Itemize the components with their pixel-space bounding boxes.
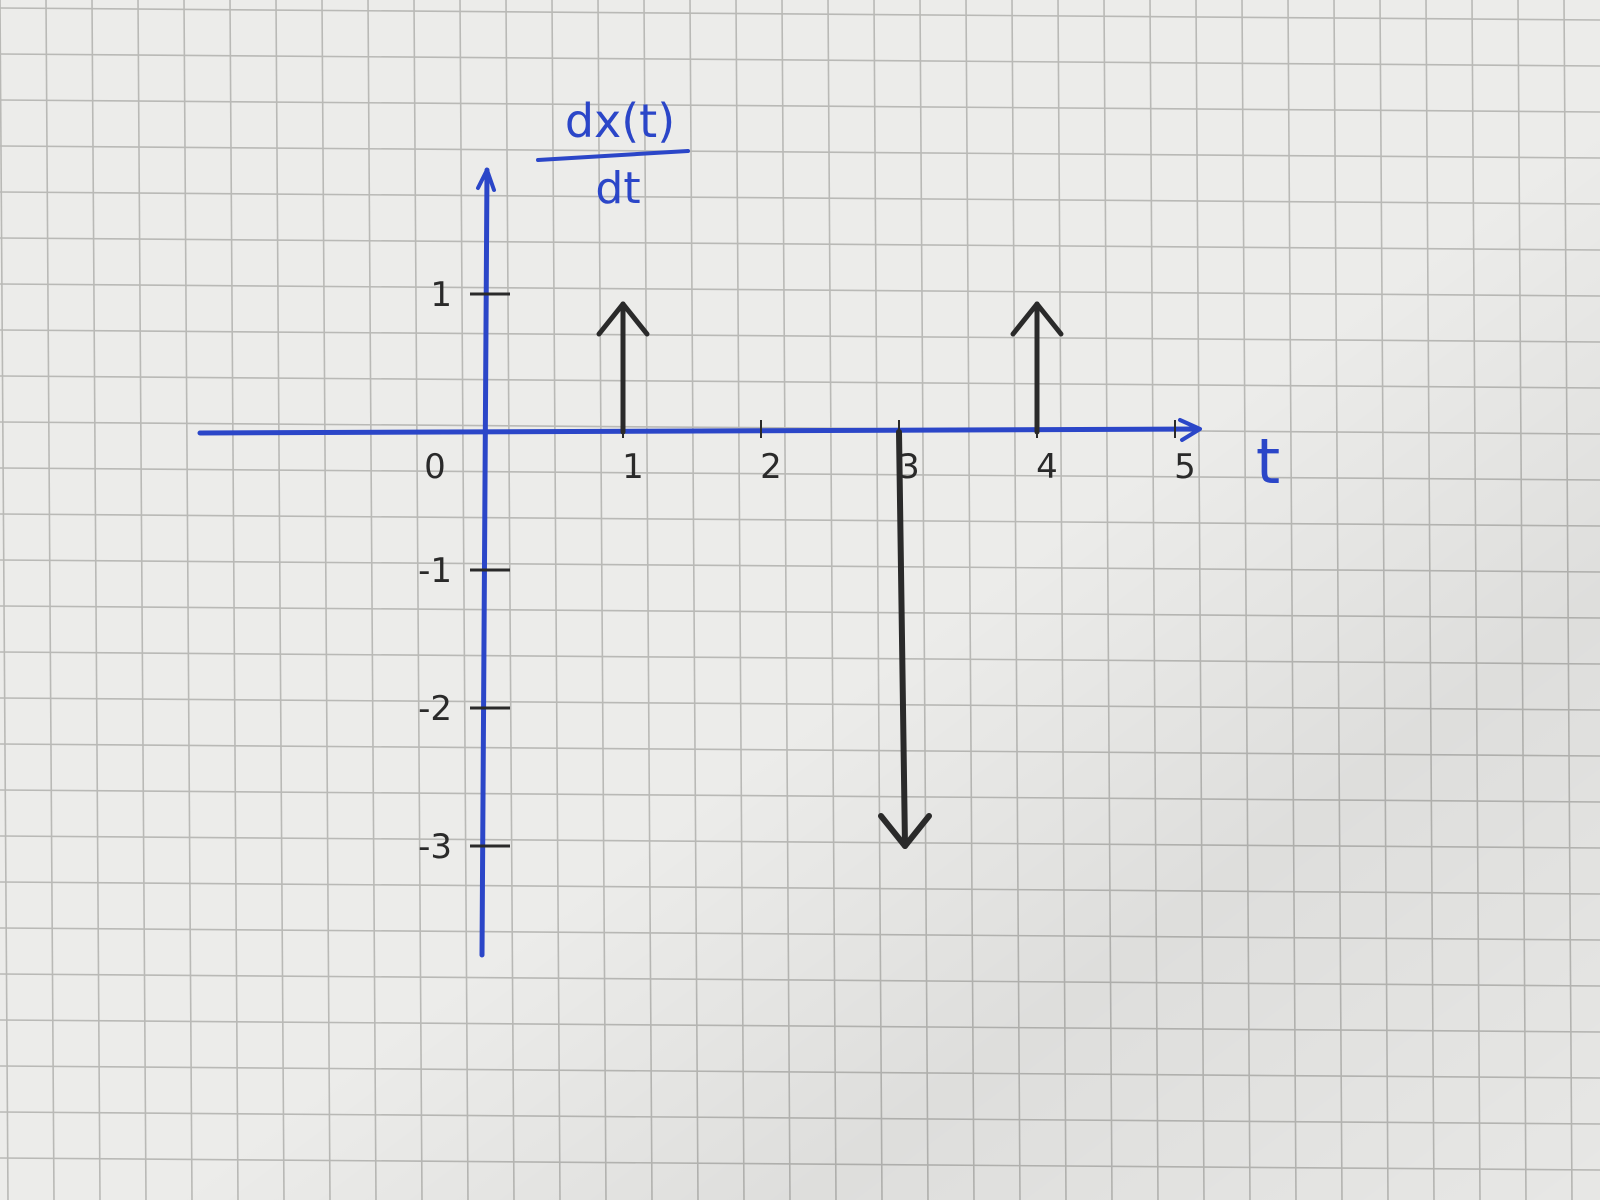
impulse-arrowhead	[1010, 301, 1064, 337]
impulse-arrowhead	[878, 813, 932, 849]
impulses	[596, 301, 1064, 849]
axes	[197, 167, 1202, 958]
x-tick-label: 5	[1174, 447, 1196, 487]
x-tick-label: 0	[424, 447, 446, 487]
y-tick-label: -1	[418, 551, 452, 591]
y-axis-label: dx(t) dt	[536, 94, 690, 214]
y-axis-label-denominator: dt	[595, 163, 640, 214]
impulse-arrowhead	[596, 301, 650, 337]
x-tick-label: 2	[760, 447, 782, 487]
y-tick-label: -2	[418, 689, 452, 729]
y-axis-label-numerator: dx(t)	[565, 94, 675, 148]
impulse-stem	[896, 429, 908, 849]
x-tick-label: 3	[898, 447, 920, 487]
y-axis-arrowhead	[476, 168, 496, 192]
x-tick-label: 1	[622, 447, 644, 487]
x-axis-arrowhead	[1178, 418, 1202, 442]
x-axis-line	[197, 426, 1201, 436]
x-axis-label: t	[1256, 425, 1280, 498]
y-tick-label: -3	[418, 827, 452, 867]
x-tick-label: 4	[1036, 447, 1058, 487]
y-axis-line	[479, 167, 490, 958]
y-tick-label: 1	[430, 275, 452, 315]
axis-tick-labels: 0 1 2 3 4 5 1 -1 -2 -3	[418, 275, 1196, 867]
y-axis-label-fraction-bar	[536, 149, 690, 162]
